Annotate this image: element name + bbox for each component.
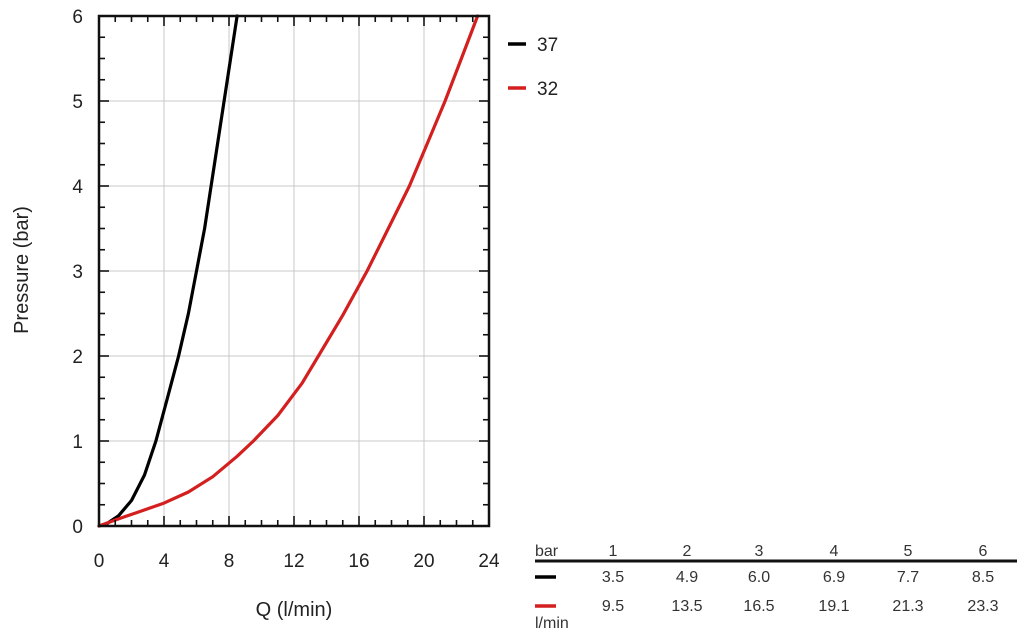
table-column-header: 5: [904, 543, 913, 560]
table-cell: 6.0: [748, 569, 770, 586]
x-axis-title: Q (l/min): [256, 599, 333, 621]
x-tick-label: 8: [224, 551, 235, 572]
legend-label-32: 32: [537, 79, 558, 100]
table-column-header: 6: [979, 543, 988, 560]
table-cell: 3.5: [602, 569, 624, 586]
table-column-header: 1: [609, 543, 618, 560]
table-cell: 6.9: [823, 569, 845, 586]
table-header-label: bar: [535, 543, 559, 560]
table-cell: 23.3: [967, 598, 998, 615]
table-cell: 16.5: [743, 598, 774, 615]
x-tick-label: 16: [348, 551, 369, 572]
y-tick-label: 1: [72, 432, 83, 453]
x-tick-label: 20: [413, 551, 434, 572]
table-unit-label: l/min: [535, 615, 569, 632]
legend: 37 32: [508, 35, 558, 100]
table-cell: 9.5: [602, 598, 624, 615]
y-tick-label: 5: [72, 92, 83, 113]
y-tick-label: 6: [72, 7, 83, 28]
table-cell: 19.1: [818, 598, 849, 615]
legend-label-37: 37: [537, 35, 558, 56]
series-line-32: [97, 14, 480, 528]
grid: [99, 16, 489, 526]
y-tick-label: 0: [72, 517, 83, 538]
x-tick-label: 12: [283, 551, 304, 572]
x-tick-label: 24: [478, 551, 500, 572]
y-axis-title: Pressure (bar): [11, 206, 33, 334]
series-line-37: [97, 14, 239, 528]
table-column-header: 3: [755, 543, 764, 560]
x-tick-label: 0: [94, 551, 105, 572]
table-column-header: 4: [830, 543, 839, 560]
table-cell: 4.9: [676, 569, 698, 586]
series-layer: [97, 14, 480, 528]
data-table: bar 1 2 3 4 5 6 3.5 4.9 6.0 6.9 7.7 8.5 9.5 13.5 16.5 19…: [535, 543, 1017, 632]
y-tick-label: 2: [72, 347, 83, 368]
table-cell: 13.5: [671, 598, 702, 615]
y-tick-label: 3: [72, 262, 83, 283]
table-column-header: 2: [683, 543, 692, 560]
table-cell: 8.5: [972, 569, 994, 586]
y-tick-label: 4: [72, 177, 83, 198]
table-cell: 7.7: [897, 569, 919, 586]
table-cell: 21.3: [892, 598, 923, 615]
x-tick-label: 4: [159, 551, 170, 572]
